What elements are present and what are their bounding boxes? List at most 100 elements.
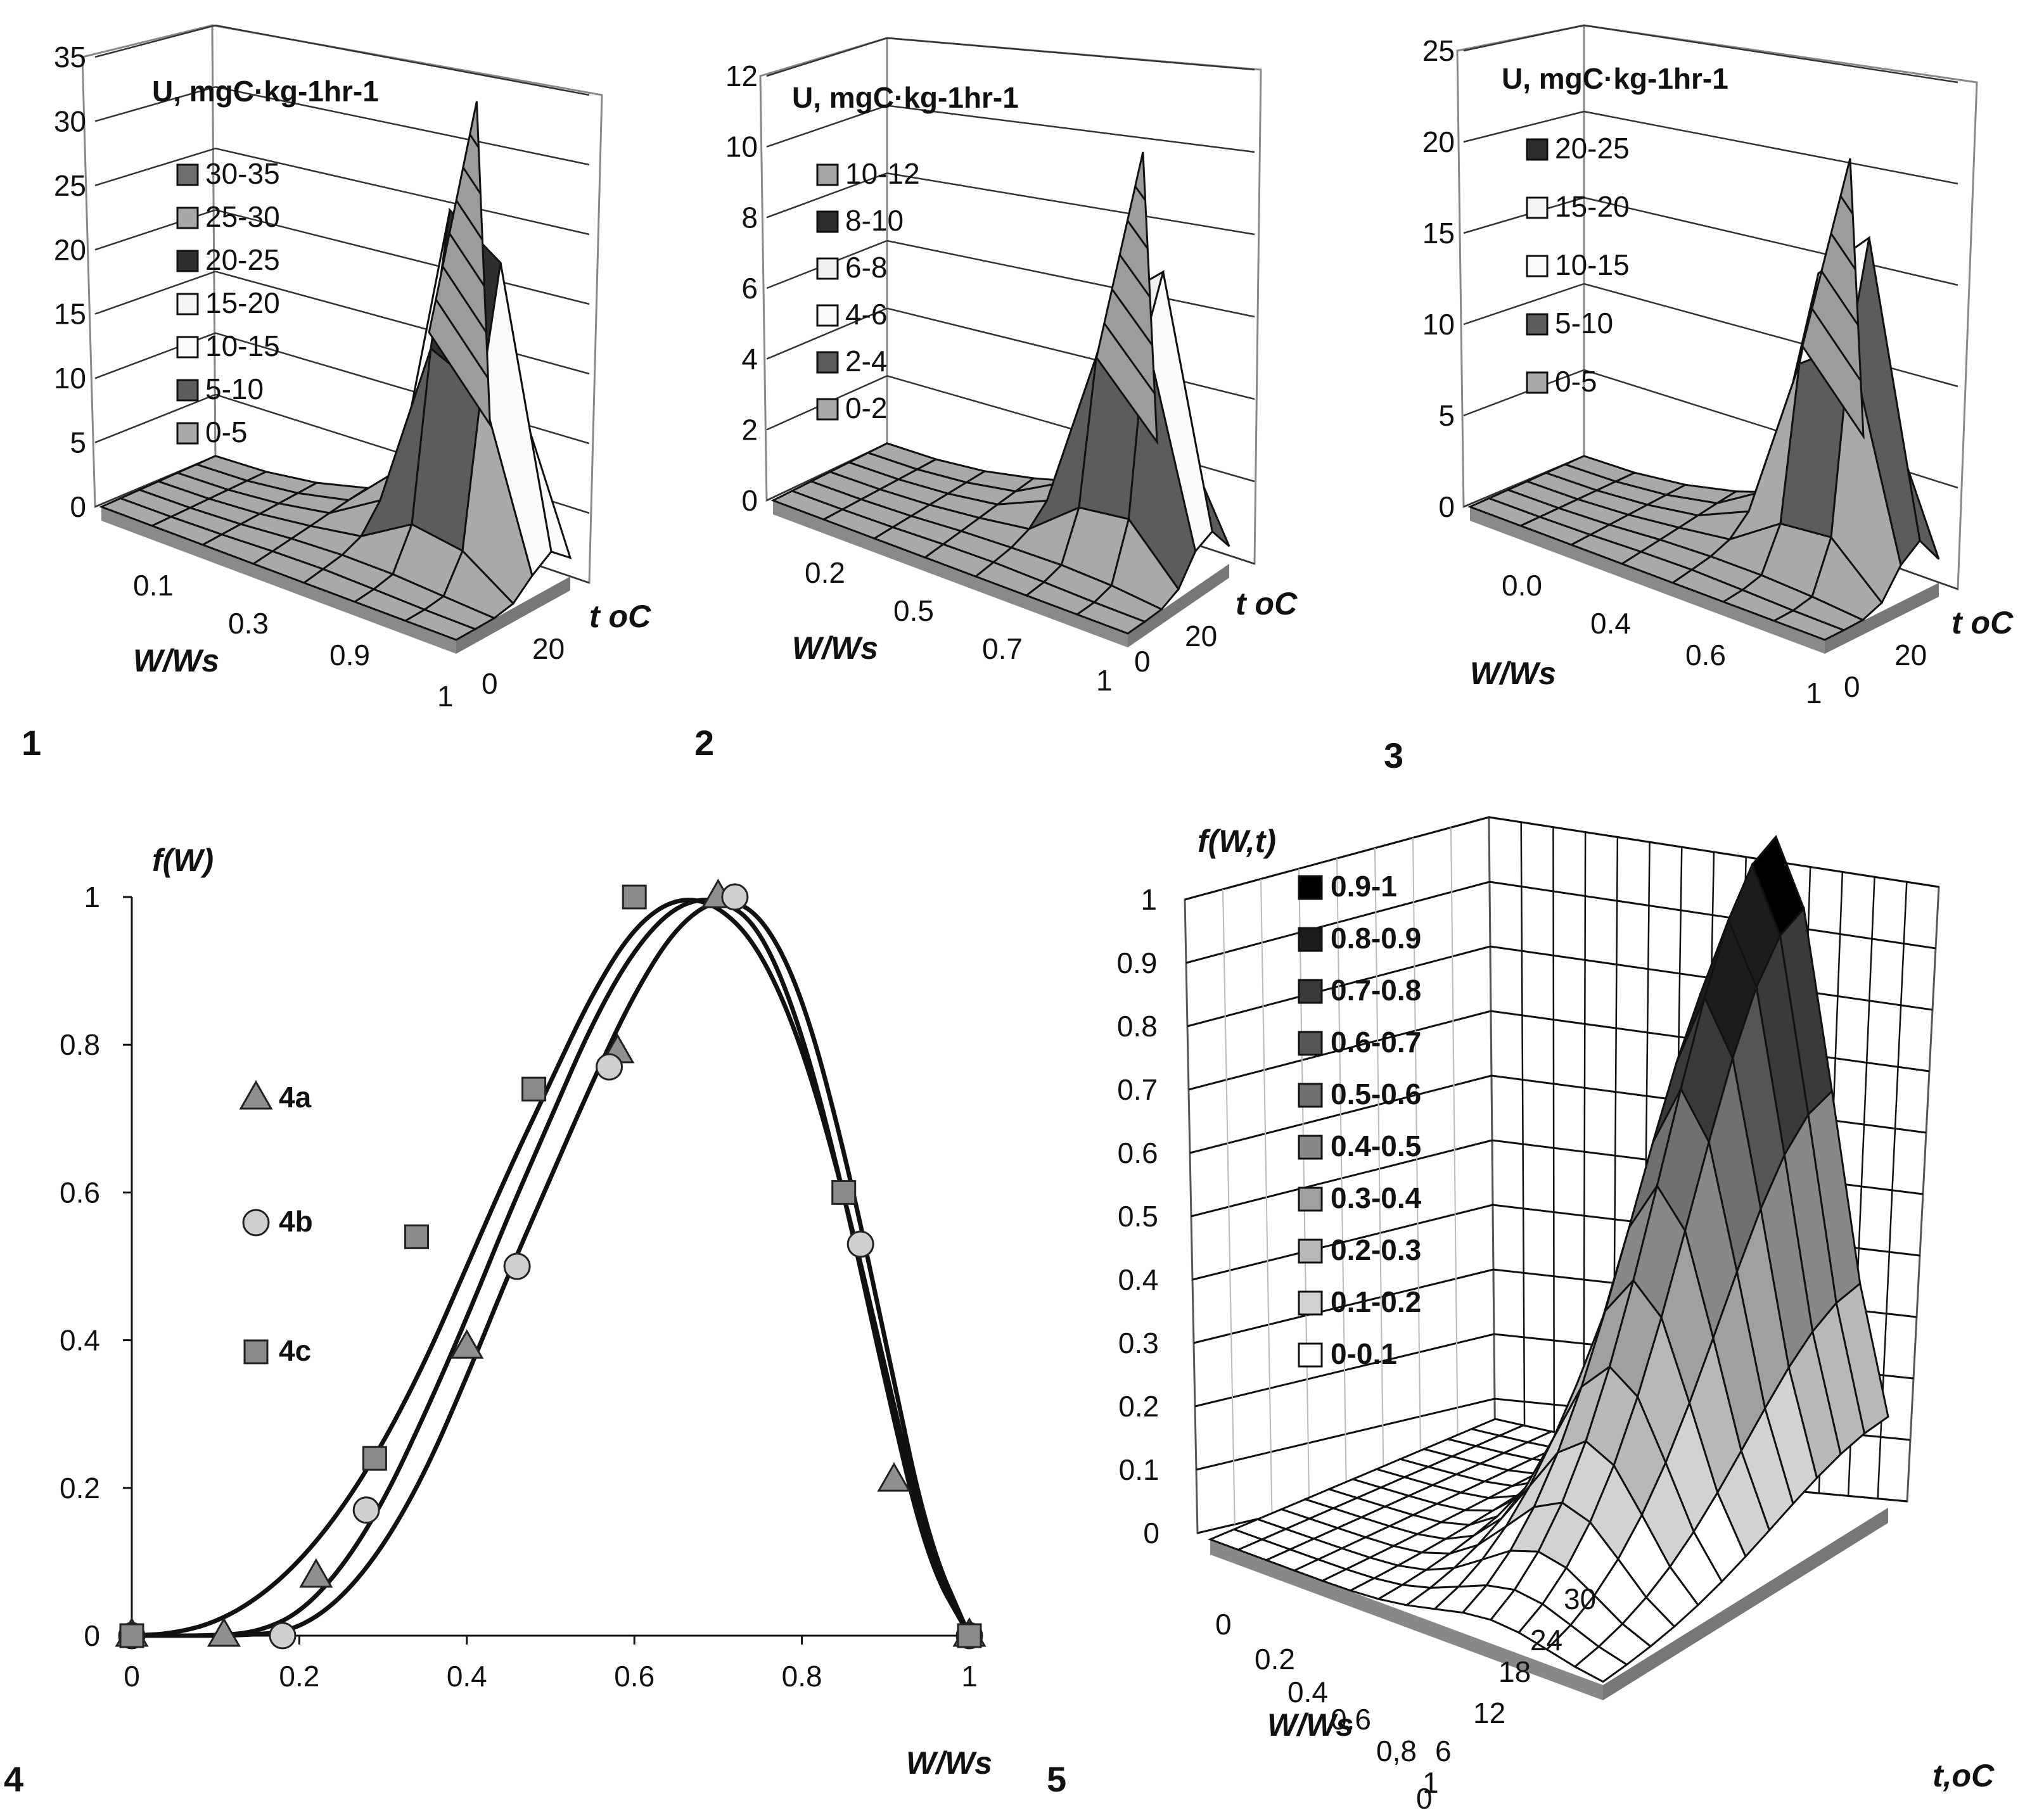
floor-edge bbox=[1470, 507, 1825, 654]
wall-gridline bbox=[766, 172, 888, 219]
wall-gridline bbox=[766, 105, 888, 148]
z-tick-label: 20 bbox=[54, 233, 86, 266]
wall-gridline bbox=[886, 172, 1255, 236]
peak-band-line bbox=[455, 200, 483, 241]
wall-gridline bbox=[1463, 110, 1585, 143]
legend-label: 10-15 bbox=[1555, 248, 1630, 281]
legend-swatch bbox=[176, 163, 199, 186]
legend-label: 0.7-0.8 bbox=[1331, 974, 1421, 1007]
z-tick-label: 20 bbox=[1422, 125, 1455, 158]
floor-edge bbox=[1825, 583, 1939, 654]
legend-label: 15-20 bbox=[205, 286, 280, 319]
legend-swatch bbox=[1298, 1238, 1323, 1264]
x-tick-label: 0.9 bbox=[329, 639, 370, 671]
y-axis-label: t oC bbox=[1952, 605, 2014, 640]
legend-title: U, mgC·kg-1hr-1 bbox=[1502, 62, 1728, 95]
legend-title: U, mgC·kg-1hr-1 bbox=[792, 81, 1019, 114]
panel-label-5: 5 bbox=[1047, 1759, 1067, 1799]
data-point-4c bbox=[622, 884, 647, 910]
legend-swatch bbox=[816, 304, 839, 327]
z-tick-label: 10 bbox=[1422, 308, 1455, 341]
z-tick-label: 0.9 bbox=[1116, 946, 1157, 979]
wall-gridline bbox=[1412, 837, 1422, 1481]
data-point-4b bbox=[503, 1252, 531, 1280]
peak-band-line bbox=[1103, 322, 1156, 395]
z-tick-label: 0.5 bbox=[1118, 1200, 1158, 1233]
peak-band-line bbox=[1820, 270, 1859, 326]
peak-band-line bbox=[435, 298, 489, 379]
data-point-4c bbox=[957, 1623, 982, 1648]
z-tick-label: 0.6 bbox=[1118, 1136, 1158, 1169]
chart-panel-3: 0 5 10 15 20 25 U, mgC·kg-1hr-1 20-25 15-20 10-15… bbox=[1343, 0, 2025, 779]
legend-swatch bbox=[1526, 138, 1549, 161]
y-tick-label: 0.6 bbox=[60, 1176, 100, 1209]
fit-curve bbox=[132, 900, 972, 1638]
x-tick-label: 0.6 bbox=[1685, 639, 1726, 671]
y-tick-label: 0 bbox=[1134, 645, 1151, 678]
z-tick-label: 2 bbox=[741, 413, 758, 446]
z-tick-label: 8 bbox=[741, 201, 758, 234]
wall-gridline bbox=[94, 24, 216, 58]
legend-label: 4a bbox=[279, 1081, 312, 1114]
legend-swatch bbox=[176, 336, 199, 359]
legend-swatch bbox=[1298, 1031, 1323, 1056]
z-tick-label: 0.1 bbox=[1119, 1453, 1159, 1486]
wall-gridline bbox=[1463, 24, 1585, 52]
x-tick-label: 0.4 bbox=[447, 1660, 487, 1693]
x-tick-label: 0.4 bbox=[1590, 607, 1631, 640]
surface-patch bbox=[1573, 1645, 1629, 1683]
peak-band-line bbox=[462, 167, 482, 194]
chart-panel-4: 0 0.2 0.4 0.6 0.8 1 0 0.2 0.4 0.6 0.8 1 f(W) W/Ws 4a 4b… bbox=[0, 786, 1052, 1817]
legend-label: 4b bbox=[279, 1205, 313, 1238]
x-tick-label: 1 bbox=[437, 680, 454, 713]
wall-gridline bbox=[886, 105, 1255, 153]
peak-band-line bbox=[1811, 308, 1862, 382]
legend-swatch bbox=[816, 163, 839, 186]
data-point-4c bbox=[119, 1623, 144, 1648]
surface-chart-5: 0 0.1 0.2 0.3 0.4 0.5 0.6 0.7 0.8 0.9 1 f(W,t) 0.9-1… bbox=[1116, 816, 1995, 1815]
z-tick-label: 15 bbox=[54, 298, 86, 331]
peak-band-line bbox=[1127, 220, 1149, 250]
wall-gridline bbox=[886, 239, 1255, 318]
legend-swatch bbox=[176, 379, 199, 402]
legend-label: 30-35 bbox=[205, 157, 280, 190]
legend-label: 0.1-0.2 bbox=[1331, 1285, 1421, 1318]
wall-gridline bbox=[1583, 196, 1958, 286]
y-tick-label: 0 bbox=[84, 1619, 100, 1652]
fit-curve bbox=[131, 898, 972, 1638]
x-tick-label: 1 bbox=[1806, 677, 1822, 710]
legend-swatch bbox=[816, 210, 839, 233]
x-tick-label: 0.2 bbox=[279, 1660, 319, 1693]
wall-gridline bbox=[886, 307, 1255, 400]
z-tick-label: 25 bbox=[1422, 34, 1455, 67]
floor-edge bbox=[101, 507, 456, 654]
x-tick-label: 0.2 bbox=[805, 556, 845, 589]
legend-swatch bbox=[176, 250, 199, 272]
z-tick-label: 35 bbox=[54, 41, 86, 73]
wall-gridline bbox=[1374, 848, 1384, 1490]
y-tick-label: 0 bbox=[482, 667, 498, 700]
legend-swatch bbox=[1526, 313, 1549, 336]
wall-gridline bbox=[1463, 369, 1585, 417]
x-tick-label: 1 bbox=[961, 1660, 978, 1693]
wall-gridline bbox=[1222, 889, 1236, 1525]
data-point-4a bbox=[207, 1617, 241, 1647]
legend-label: 0.8-0.9 bbox=[1331, 922, 1421, 955]
legend-label: 0.3-0.4 bbox=[1331, 1181, 1422, 1214]
panel-label-4: 4 bbox=[4, 1759, 24, 1799]
wall-gridline bbox=[215, 209, 590, 305]
legend-label: 10-12 bbox=[845, 157, 920, 190]
y-tick-label: 20 bbox=[532, 632, 565, 665]
peak-band-line bbox=[1830, 232, 1856, 270]
data-point-4a bbox=[450, 1329, 484, 1359]
x-axis-label: W/Ws bbox=[1470, 656, 1556, 691]
wall-gridline bbox=[1336, 858, 1347, 1499]
y-tick-label: 0.4 bbox=[60, 1324, 100, 1357]
surface-patch bbox=[403, 608, 478, 641]
x-tick-label: 0.0 bbox=[1502, 569, 1542, 602]
legend-label: 0-2 bbox=[845, 391, 887, 424]
legend-swatch bbox=[1298, 927, 1323, 952]
y-axis-label: t,oC bbox=[1932, 1758, 1995, 1793]
data-point-4b bbox=[596, 1053, 623, 1081]
